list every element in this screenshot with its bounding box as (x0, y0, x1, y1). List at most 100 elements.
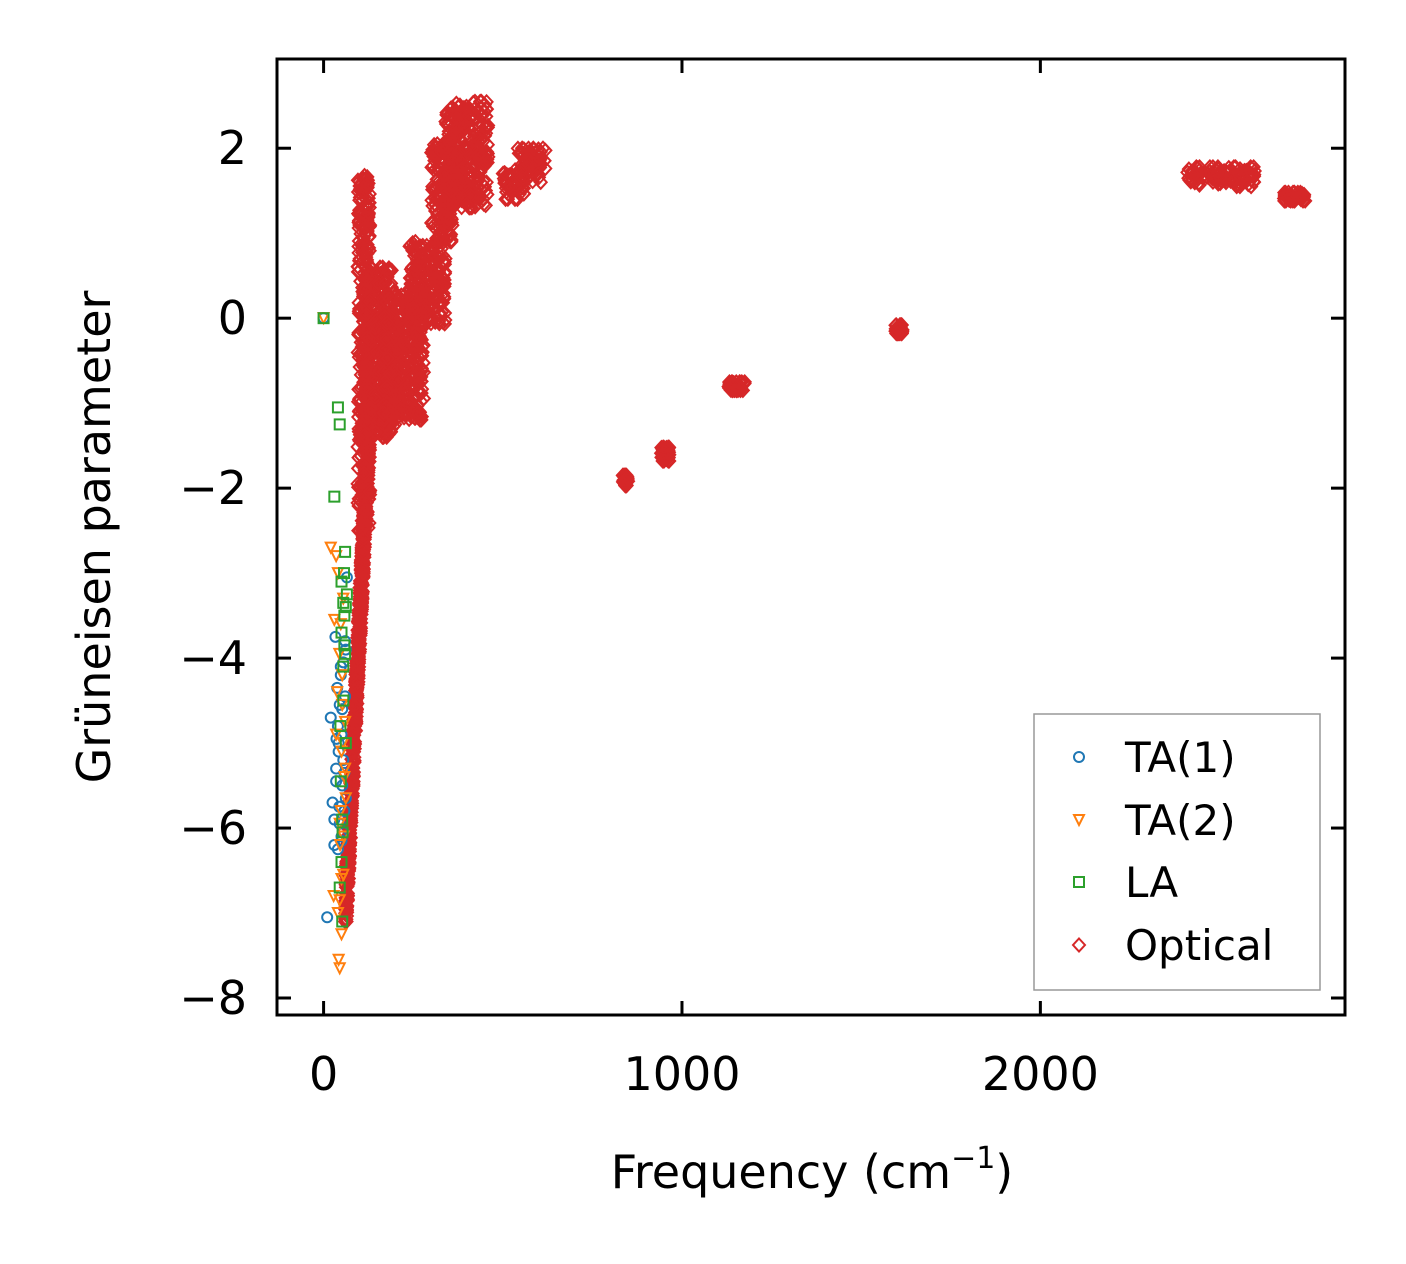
optical-point (357, 458, 373, 475)
optical-point (405, 300, 420, 317)
optical-point (440, 131, 456, 148)
axis-ticks: 0 1000 2000 2 0 −2 −4 −6 −8 (179, 59, 1345, 1101)
optical-point (404, 359, 420, 376)
plot-frame (275, 57, 1347, 1017)
optical-point (1189, 169, 1204, 186)
optical-point (347, 687, 362, 704)
optical-point (411, 282, 427, 299)
optical-point (356, 547, 372, 564)
la-point (336, 813, 349, 826)
optical-point (367, 389, 383, 406)
optical-point (353, 589, 369, 606)
optical-point (660, 439, 676, 456)
optical-point (379, 331, 394, 348)
optical-point (412, 367, 427, 384)
la-point (336, 826, 349, 839)
optical-point (356, 465, 372, 481)
optical-point (456, 175, 471, 192)
legend-label-la: LA (1125, 858, 1178, 907)
optical-point (409, 326, 425, 343)
optical-point (419, 268, 435, 285)
optical-point (889, 319, 905, 336)
optical-point (656, 452, 672, 469)
optical-point (354, 457, 370, 474)
optical-point (1228, 158, 1243, 175)
optical-point (413, 287, 429, 304)
optical-point (376, 404, 391, 421)
la-point (328, 490, 341, 503)
la-point (339, 545, 352, 558)
ta-2--point (333, 962, 347, 976)
optical-point (530, 143, 545, 160)
optical-point (426, 265, 442, 282)
la-point (340, 588, 353, 601)
optical-point (457, 112, 473, 129)
la-point (331, 401, 344, 414)
optical-point (387, 395, 402, 412)
x-axis-label-text: Frequency (cm (611, 1145, 951, 1199)
y-tick-label: 2 (218, 121, 247, 175)
optical-point (441, 150, 457, 167)
optical-point (376, 382, 391, 399)
optical-point (359, 516, 374, 533)
optical-point (410, 405, 426, 422)
optical-point (442, 174, 458, 191)
optical-point (472, 163, 488, 180)
optical-point (457, 118, 472, 135)
la-point (337, 660, 350, 673)
optical-point (357, 272, 373, 289)
optical-point (359, 502, 374, 519)
x-tick-label: 0 (309, 1047, 338, 1101)
optical-point (432, 142, 448, 158)
optical-point (362, 293, 378, 310)
optical-point (471, 146, 486, 163)
ta-2--point (332, 953, 346, 968)
la-point (338, 609, 351, 622)
optical-point (376, 340, 392, 357)
optical-point (455, 165, 471, 182)
la-point (338, 567, 351, 580)
optical-point (412, 317, 427, 334)
y-tick-label: −2 (179, 461, 247, 515)
optical-point (377, 308, 393, 325)
la-point (336, 915, 349, 928)
ta-2--point (331, 567, 345, 581)
optical-point (1233, 175, 1248, 192)
optical-point (357, 282, 372, 299)
optical-point (444, 146, 460, 163)
optical-point (379, 294, 394, 311)
optical-point (391, 399, 407, 416)
ta-2--point (334, 805, 348, 819)
optical-point (497, 164, 513, 181)
optical-point (413, 306, 428, 323)
optical-point (442, 233, 458, 250)
optical-point (419, 237, 435, 254)
optical-point (350, 673, 366, 690)
optical-point (439, 194, 455, 211)
optical-cluster (402, 233, 453, 334)
optical-point (372, 259, 388, 276)
optical-point (406, 266, 421, 283)
optical-point (423, 256, 439, 273)
optical-point (435, 247, 451, 264)
optical-point (403, 343, 418, 360)
optical-point (345, 774, 361, 791)
optical-point (407, 388, 423, 405)
optical-point (355, 561, 371, 578)
optical-point (341, 840, 357, 857)
optical-point (384, 293, 400, 310)
ta-2--point (331, 907, 345, 921)
ta-2--point (333, 839, 347, 853)
optical-point (396, 319, 412, 336)
optical-point (356, 565, 371, 582)
optical-point (384, 408, 400, 425)
optical-point (360, 393, 376, 410)
optical-point (459, 98, 474, 115)
optical-point (400, 404, 416, 421)
optical-point (398, 360, 414, 377)
la-point (317, 312, 330, 325)
x-axis-label: Frequency (cm−1) (611, 1141, 1014, 1199)
ta-2--point (334, 928, 349, 942)
optical-point (443, 130, 459, 147)
x-tick-label: 2000 (982, 1047, 1099, 1101)
